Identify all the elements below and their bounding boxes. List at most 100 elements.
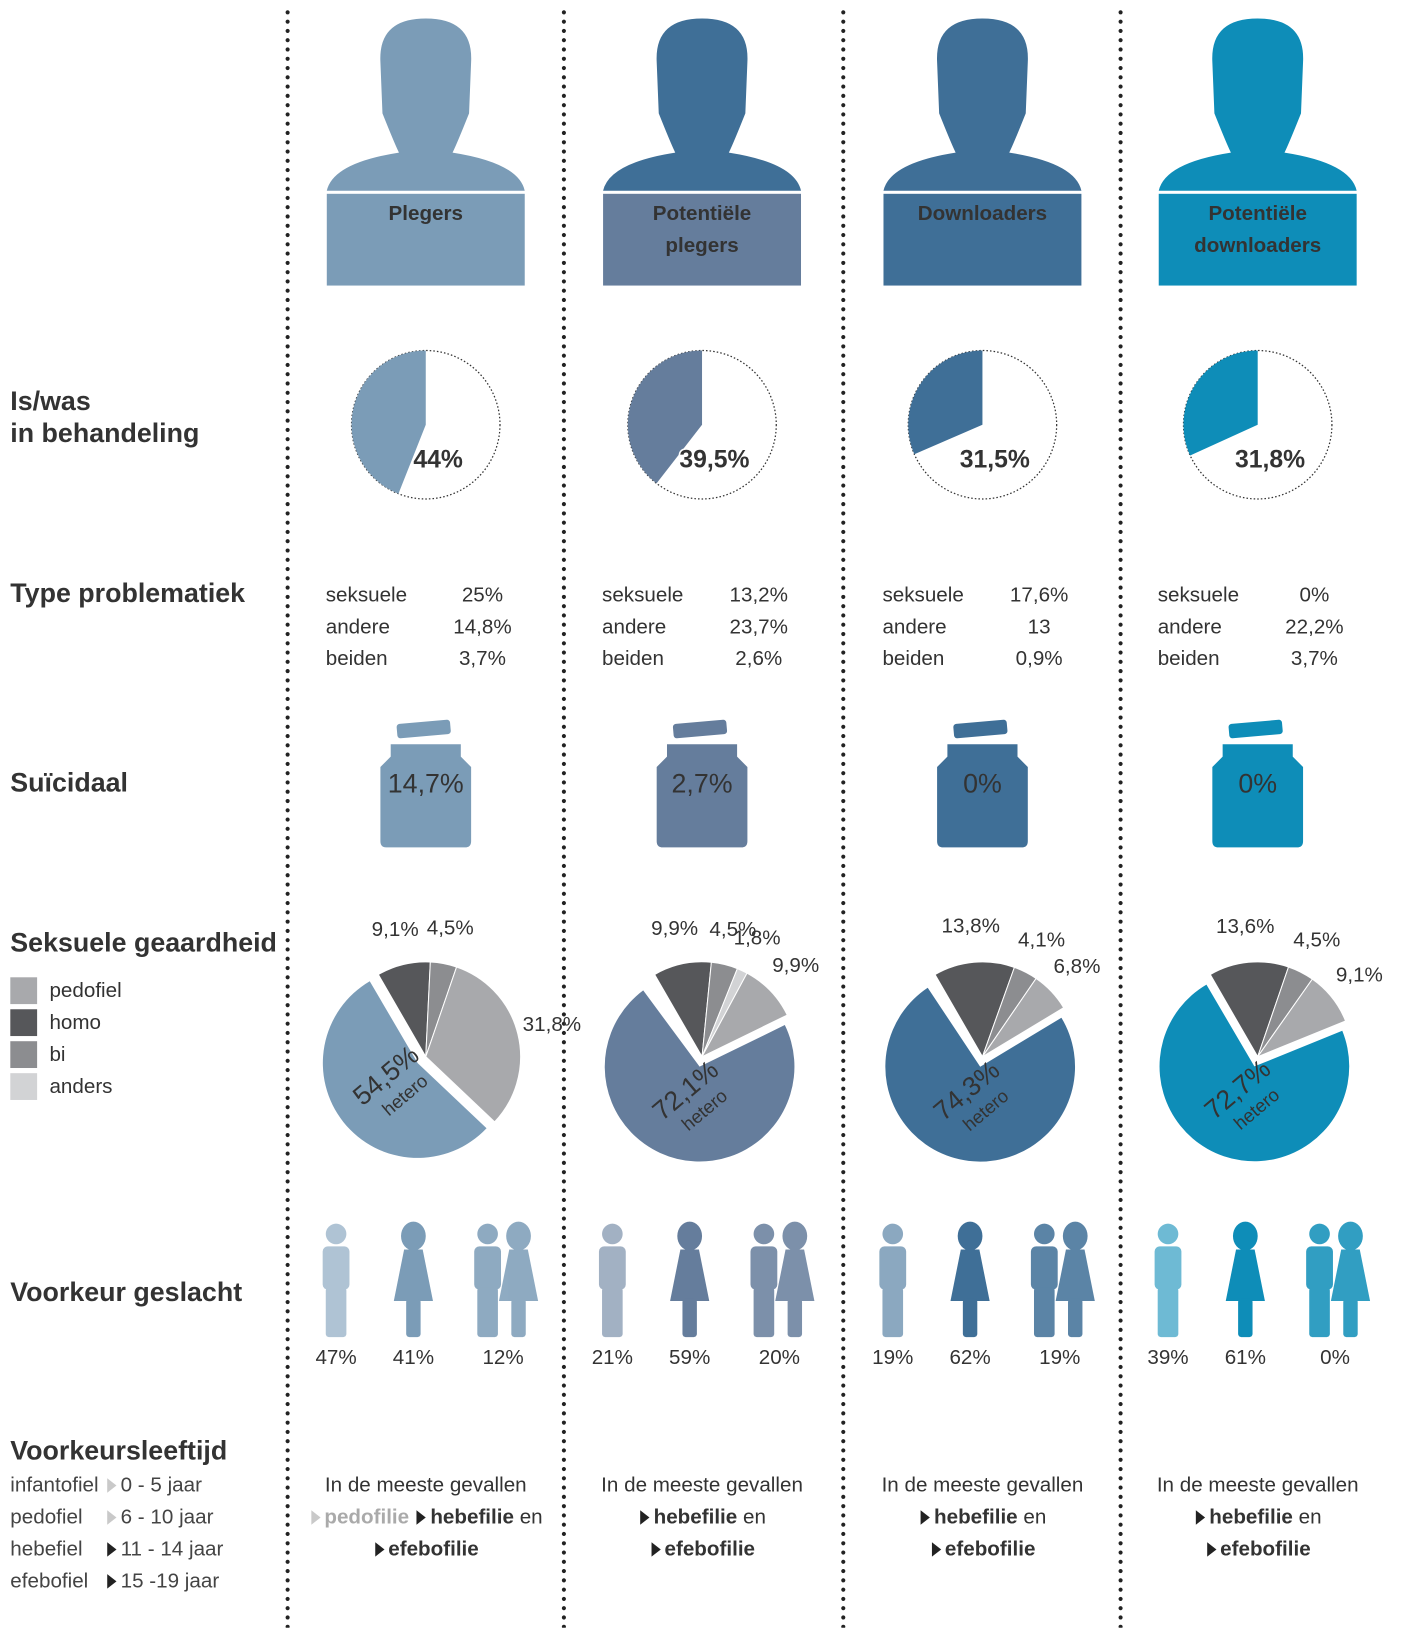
gender-label: 62% <box>949 1346 990 1369</box>
orientation-label: 6,8% <box>1053 955 1100 978</box>
boy-head <box>1158 1224 1179 1245</box>
boy-legs <box>477 1288 498 1337</box>
suicidal-value: 0% <box>963 769 1002 799</box>
boy-icon <box>1031 1224 1058 1337</box>
boy-legs <box>1309 1288 1330 1337</box>
age-range: 6 - 10 jaar <box>121 1506 214 1529</box>
girl-legs <box>511 1299 525 1337</box>
infographic: Is/wasin behandelingType problematiekSuï… <box>0 0 1402 1628</box>
age-triangle <box>107 1478 116 1492</box>
age-range: 0 - 5 jaar <box>121 1474 202 1497</box>
pair-icon <box>1306 1222 1370 1337</box>
girl-head <box>506 1222 531 1251</box>
legend-swatch <box>10 1041 37 1068</box>
legend-label: pedofiel <box>49 979 121 1002</box>
pair-icon <box>1031 1222 1095 1337</box>
gender-label: 41% <box>393 1346 434 1369</box>
age-connector: en <box>743 1506 766 1529</box>
girl-head <box>1233 1222 1258 1251</box>
girl-dress <box>1226 1249 1265 1301</box>
boy-head <box>1309 1224 1330 1245</box>
orientation-label: 9,1% <box>372 918 419 941</box>
age-connector: en <box>520 1506 543 1529</box>
age-intro: In de meeste gevallen <box>882 1474 1084 1497</box>
gender-label: 19% <box>872 1346 913 1369</box>
age-line: efebofilie <box>828 1537 1137 1562</box>
age-triangle <box>1196 1510 1205 1524</box>
girl-icon <box>1226 1222 1265 1337</box>
girl-legs <box>1068 1299 1082 1337</box>
age-item: hebefilie <box>1209 1506 1293 1529</box>
page: Is/wasin behandelingType problematiekSuï… <box>0 0 1402 1628</box>
problem-name: seksuele <box>882 583 963 606</box>
boy-legs <box>326 1288 347 1337</box>
girl-dress <box>499 1249 538 1301</box>
boy-head <box>882 1224 903 1245</box>
row-label: Voorkeur geslacht <box>10 1277 242 1307</box>
age-line: efebofilie <box>1103 1537 1402 1562</box>
girl-head <box>782 1222 807 1251</box>
header-title: Plegers <box>389 202 463 225</box>
girl-legs <box>963 1299 977 1337</box>
suicidal-value: 14,7% <box>388 769 464 799</box>
age-triangle <box>1207 1542 1216 1556</box>
problem-value: 0% <box>1299 583 1329 606</box>
treatment-label: 31,5% <box>960 446 1030 473</box>
boy-legs <box>1158 1288 1179 1337</box>
age-triangle <box>932 1542 941 1556</box>
treatment-label: 44% <box>413 446 463 473</box>
age-item: pedofilie <box>324 1506 409 1529</box>
problem-name: beiden <box>602 647 664 670</box>
legend-swatch <box>10 1073 37 1100</box>
row-label: in behandeling <box>10 418 199 448</box>
age-line: In de meeste gevallen <box>547 1473 856 1498</box>
age-line: efebofilie <box>547 1537 856 1562</box>
age-triangle <box>640 1510 649 1524</box>
girl-legs <box>1343 1299 1357 1337</box>
boy-body <box>750 1246 777 1289</box>
problem-value: 2,6% <box>735 647 782 670</box>
header-title: downloaders <box>1194 234 1321 257</box>
pair-icon <box>750 1222 814 1337</box>
boy-legs <box>882 1288 903 1337</box>
boy-legs <box>754 1288 775 1337</box>
age-line: efebofilie <box>271 1537 580 1562</box>
gender-label: 61% <box>1225 1346 1266 1369</box>
boy-icon <box>1155 1224 1182 1337</box>
girl-icon <box>775 1222 814 1337</box>
bottle-cap <box>673 720 728 739</box>
problem-name: seksuele <box>602 583 683 606</box>
age-last: efebofilie <box>665 1538 756 1561</box>
gender-label: 59% <box>669 1346 710 1369</box>
age-triangle <box>921 1510 930 1524</box>
age-triangle <box>375 1542 384 1556</box>
boy-body <box>1155 1246 1182 1289</box>
age-range: 11 - 14 jaar <box>121 1538 224 1561</box>
row-label: Is/was <box>10 386 90 416</box>
boy-body <box>879 1246 906 1289</box>
boy-head <box>477 1224 498 1245</box>
girl-legs <box>788 1299 802 1337</box>
gender-label: 39% <box>1147 1346 1188 1369</box>
girl-head <box>677 1222 702 1251</box>
boy-head <box>602 1224 623 1245</box>
orientation-label: 9,9% <box>651 917 698 940</box>
pair-icon <box>474 1222 538 1337</box>
girl-dress <box>950 1249 989 1301</box>
orientation-label: 9,9% <box>772 954 819 977</box>
age-triangle <box>107 1542 116 1556</box>
age-intro: In de meeste gevallen <box>325 1474 527 1497</box>
girl-legs <box>682 1299 696 1337</box>
girl-icon <box>950 1222 989 1337</box>
boy-icon <box>599 1224 626 1337</box>
head-icon <box>1159 19 1357 191</box>
problem-value: 13 <box>1028 615 1051 638</box>
age-intro: In de meeste gevallen <box>1157 1474 1359 1497</box>
age-last: efebofilie <box>388 1538 479 1561</box>
header-title: Downloaders <box>918 202 1047 225</box>
age-last: efebofilie <box>1220 1538 1311 1561</box>
legend-label: homo <box>49 1011 101 1034</box>
bottle-cap <box>953 720 1008 739</box>
